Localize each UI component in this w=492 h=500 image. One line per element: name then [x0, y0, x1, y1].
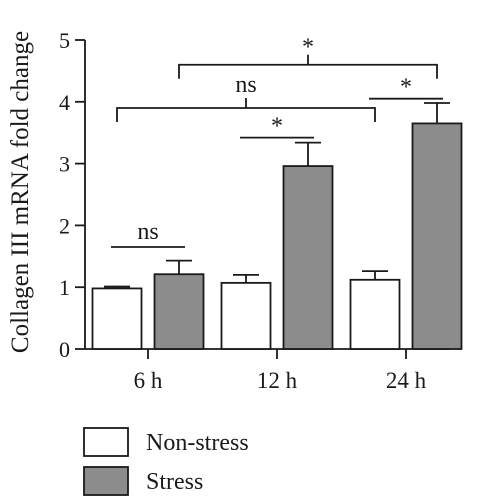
- legend: Non-stress Stress: [83, 427, 249, 496]
- significance-bracket: ns: [116, 72, 376, 122]
- significance-bracket: *: [369, 75, 443, 101]
- y-tick-label: 4: [59, 90, 70, 115]
- x-tick-label: 24 h: [386, 368, 427, 393]
- legend-label: Stress: [146, 469, 203, 495]
- significance-bracket: *: [178, 35, 438, 79]
- x-tick-label: 6 h: [134, 368, 163, 393]
- significance-label: *: [302, 35, 314, 61]
- y-tick-label: 2: [59, 213, 70, 238]
- x-tick-label: 12 h: [257, 368, 298, 393]
- significance-label: *: [400, 75, 412, 101]
- legend-swatch-stress: [83, 466, 129, 496]
- bar-stress: [153, 273, 205, 350]
- y-tick-label: 0: [59, 337, 70, 362]
- significance-bracket: ns: [111, 219, 185, 248]
- significance-annotations: ns * * ns *: [111, 35, 443, 248]
- legend-label: Non-stress: [146, 430, 249, 456]
- significance-label: ns: [137, 219, 158, 245]
- y-tick-label: 5: [59, 28, 70, 53]
- bar-non-stress: [349, 278, 401, 350]
- bar-stress: [411, 122, 463, 350]
- significance-bracket: *: [240, 114, 314, 140]
- bracket-line: [116, 97, 376, 122]
- significance-label: ns: [235, 72, 256, 98]
- legend-swatch-non-stress: [83, 427, 129, 457]
- bar-stress: [282, 165, 334, 350]
- bar-non-stress: [220, 281, 272, 350]
- y-tick-label: 3: [59, 152, 70, 177]
- y-tick-label: 1: [59, 275, 70, 300]
- y-axis-title: Collagen III mRNA fold change: [7, 31, 34, 353]
- bars: [91, 102, 463, 350]
- bar-non-stress: [91, 287, 143, 350]
- bracket-line: [178, 54, 438, 79]
- significance-label: *: [271, 114, 283, 140]
